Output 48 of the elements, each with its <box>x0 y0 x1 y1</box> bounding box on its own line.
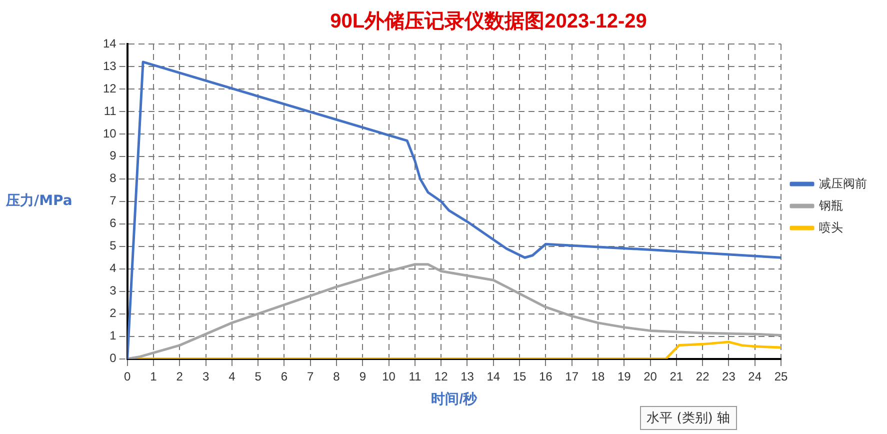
y-tick-label: 8 <box>110 171 117 186</box>
x-tick-label: 12 <box>434 369 448 384</box>
y-tick-label: 5 <box>110 238 117 253</box>
x-tick-label: 10 <box>382 369 396 384</box>
y-tick-label: 1 <box>110 328 117 343</box>
y-tick-label: 6 <box>110 216 117 230</box>
y-tick-label: 14 <box>102 36 117 50</box>
x-tick-label: 24 <box>748 369 762 384</box>
x-tick-label: 11 <box>408 369 422 384</box>
y-tick-label: 0 <box>110 351 117 366</box>
x-tick-label: 17 <box>565 369 579 384</box>
x-tick-label: 19 <box>617 369 632 384</box>
x-tick-label: 16 <box>539 369 553 384</box>
x-tick-label: 3 <box>202 369 210 384</box>
x-tick-label: 25 <box>774 369 788 384</box>
x-tick-label: 5 <box>254 369 262 384</box>
legend-label: 减压阀前 <box>819 176 867 190</box>
x-axis-title: 时间/秒 <box>431 390 478 406</box>
x-tick-label: 8 <box>333 369 340 384</box>
y-tick-label: 7 <box>110 194 117 208</box>
x-tick-label: 9 <box>359 369 366 384</box>
legend-label: 喷头 <box>819 220 843 234</box>
x-tick-label: 14 <box>486 369 500 384</box>
y-tick-label: 10 <box>102 126 117 140</box>
text: 水平 (类别) 轴 <box>640 406 737 430</box>
x-tick-label: 6 <box>280 369 288 384</box>
x-tick-label: 22 <box>696 369 710 384</box>
x-tick-label: 23 <box>722 369 736 384</box>
x-tick-label: 2 <box>176 369 184 384</box>
x-tick-label: 21 <box>670 369 684 384</box>
y-tick-label: 2 <box>110 306 117 320</box>
x-tick-label: 0 <box>124 369 132 384</box>
y-tick-label: 4 <box>110 261 117 276</box>
y-tick-label: 3 <box>110 284 117 298</box>
chart-title: 90L外储压记录仪数据图2023-12-29 <box>330 10 647 33</box>
legend-label: 钢瓶 <box>818 198 843 212</box>
x-tick-label: 7 <box>307 369 314 384</box>
x-tick-label: 13 <box>460 369 474 384</box>
x-tick-label: 4 <box>228 369 236 384</box>
y-tick-label: 11 <box>104 104 117 118</box>
x-tick-label: 1 <box>150 369 158 384</box>
x-tick-label: 20 <box>644 369 658 384</box>
x-tick-label: 18 <box>591 369 605 384</box>
x-tick-label: 15 <box>512 369 527 384</box>
y-tick-label: 12 <box>102 81 117 96</box>
y-tick-label: 13 <box>102 58 117 73</box>
y-axis-title: 压力/MPa <box>5 193 72 210</box>
y-tick-label: 9 <box>110 148 117 163</box>
